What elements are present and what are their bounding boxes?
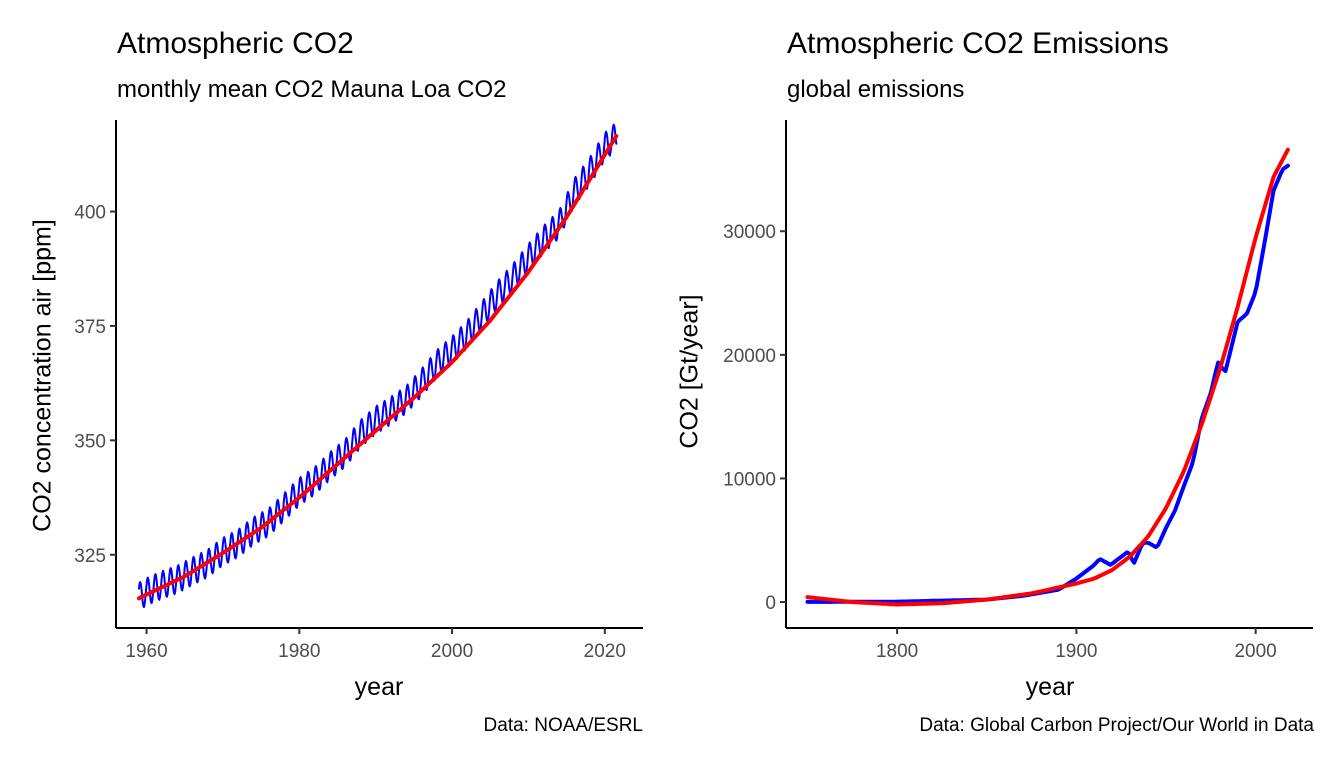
trend-series-line	[805, 147, 1290, 607]
y-tick-label: 20000	[723, 346, 776, 367]
chart-title: Atmospheric CO2 Emissions	[787, 27, 1169, 60]
chart-subtitle: global emissions	[787, 76, 965, 103]
y-tick-label: 325	[74, 546, 106, 567]
co2-concentration-chart: 325 350 375 400 1960 1980 2000 2020	[74, 120, 643, 662]
chart-caption: Data: NOAA/ESRL	[483, 715, 643, 736]
y-tick-label: 400	[74, 203, 106, 224]
co2-emissions-chart: 0 10000 20000 30000 1800 1900 2000	[723, 120, 1313, 662]
chart-caption: Data: Global Carbon Project/Our World in…	[919, 715, 1314, 736]
y-axis-label: CO2 [Gt/year]	[675, 294, 704, 449]
x-tick-label: 2000	[431, 641, 473, 662]
observed-series-line	[137, 123, 618, 609]
chart-subtitle: monthly mean CO2 Mauna Loa CO2	[117, 76, 507, 103]
left-chart-panel: Atmospheric CO2 monthly mean CO2 Mauna L…	[28, 27, 643, 736]
y-tick-label: 0	[765, 593, 776, 614]
y-tick-label: 30000	[723, 222, 776, 243]
right-chart-panel: Atmospheric CO2 Emissions global emissio…	[672, 0, 1344, 768]
x-tick-label: 1980	[278, 641, 320, 662]
x-axis-label: year	[354, 673, 404, 701]
chart-title: Atmospheric CO2	[117, 27, 354, 60]
y-tick-label: 375	[74, 317, 106, 338]
x-axis-label: year	[1025, 673, 1075, 701]
x-tick-label: 2020	[584, 641, 626, 662]
trend-series-line	[136, 134, 619, 601]
x-tick-label: 1800	[876, 641, 918, 662]
y-axis-label: CO2 concentration air [ppm]	[28, 219, 57, 532]
y-tick-label: 350	[74, 431, 106, 452]
x-tick-label: 2000	[1234, 641, 1276, 662]
x-tick-label: 1900	[1055, 641, 1097, 662]
x-tick-label: 1960	[125, 641, 167, 662]
y-tick-label: 10000	[723, 469, 776, 490]
